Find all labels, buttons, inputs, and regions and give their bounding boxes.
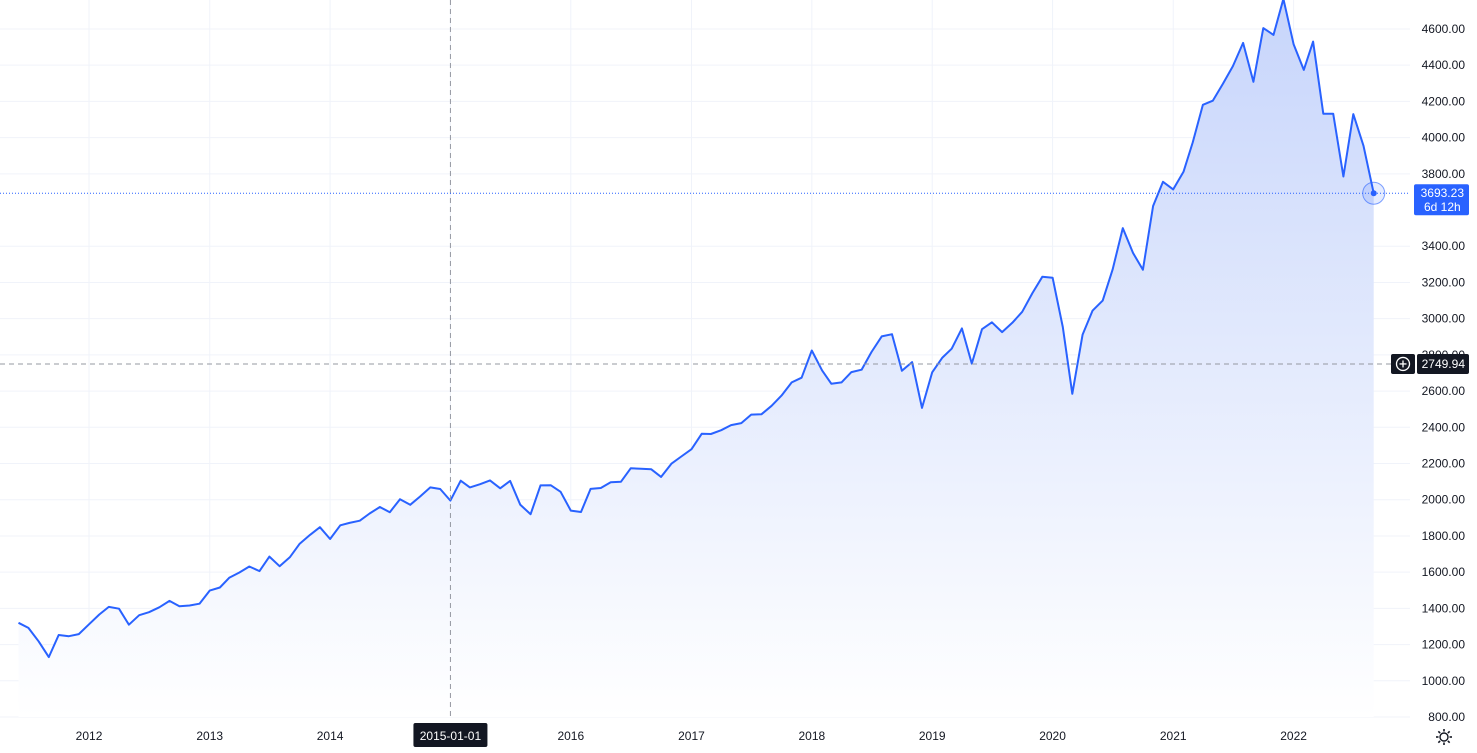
crosshair <box>0 0 1410 717</box>
x-tick-label: 2016 <box>557 729 584 743</box>
y-tick-label: 1200.00 <box>1422 638 1466 652</box>
gear-tooth <box>1437 730 1441 734</box>
crosshair-price-tag: 2749.94 <box>1391 353 1469 374</box>
crosshair-date-bg <box>413 723 488 747</box>
last-price-value: 3693.23 <box>1421 186 1465 200</box>
y-tick-label: 4600.00 <box>1422 22 1466 36</box>
y-tick-label: 1000.00 <box>1422 674 1466 688</box>
y-tick-label: 1800.00 <box>1422 529 1466 543</box>
series-line <box>18 0 1375 659</box>
x-tick-label: 2012 <box>76 729 103 743</box>
x-tick-label: 2021 <box>1160 729 1187 743</box>
y-tick-label: 2000.00 <box>1422 493 1466 507</box>
y-axis[interactable]: 800.00 1000.00 1200.00 1400.00 1600.00 1800.0… <box>1422 22 1466 724</box>
crosshair-price-bg <box>1417 353 1469 374</box>
y-tick-label: 3000.00 <box>1422 312 1466 326</box>
last-price-countdown: 6d 12h <box>1424 200 1461 214</box>
last-price-marker <box>1362 181 1386 205</box>
x-tick-label: 2013 <box>196 729 223 743</box>
x-tick-label: 2014 <box>317 729 344 743</box>
y-tick-label: 4200.00 <box>1422 94 1466 108</box>
crosshair-price-value: 2749.94 <box>1422 357 1466 371</box>
y-tick-label: 800.00 <box>1428 710 1465 724</box>
plus-circle-ring <box>1395 356 1411 372</box>
y-tick-label: 4400.00 <box>1422 58 1466 72</box>
series-area <box>18 0 1374 717</box>
y-tick-label: 2200.00 <box>1422 457 1466 471</box>
gear-tooth <box>1447 740 1451 744</box>
x-axis[interactable]: 2012 2013 2014 2016 2017 2018 2019 2020 2021 2022 <box>76 729 1308 743</box>
x-tick-label: 2019 <box>919 729 946 743</box>
last-price-dot <box>1370 190 1377 197</box>
y-tick-label: 2600.00 <box>1422 384 1466 398</box>
y-tick-label: 3200.00 <box>1422 275 1466 289</box>
x-tick-label: 2018 <box>798 729 825 743</box>
crosshair-date-value: 2015-01-01 <box>420 729 482 743</box>
y-tick-label: 3800.00 <box>1422 167 1466 181</box>
gear-hub <box>1439 732 1449 742</box>
y-tick-label: 3400.00 <box>1422 239 1466 253</box>
crosshair-date-tag: 2015-01-01 <box>413 723 488 747</box>
y-tick-label: 1400.00 <box>1422 601 1466 615</box>
y-tick-label: 2400.00 <box>1422 420 1466 434</box>
gear-tooth <box>1447 730 1451 734</box>
x-tick-label: 2017 <box>678 729 705 743</box>
gear-tooth <box>1437 740 1441 744</box>
y-tick-label: 1600.00 <box>1422 565 1466 579</box>
y-tick-label: 4000.00 <box>1422 131 1466 145</box>
x-tick-label: 2020 <box>1039 729 1066 743</box>
x-tick-label: 2022 <box>1280 729 1307 743</box>
plus-circle-icon[interactable] <box>1395 356 1411 372</box>
last-price-tag-bg <box>1414 184 1469 216</box>
gear-icon[interactable] <box>1436 729 1452 745</box>
